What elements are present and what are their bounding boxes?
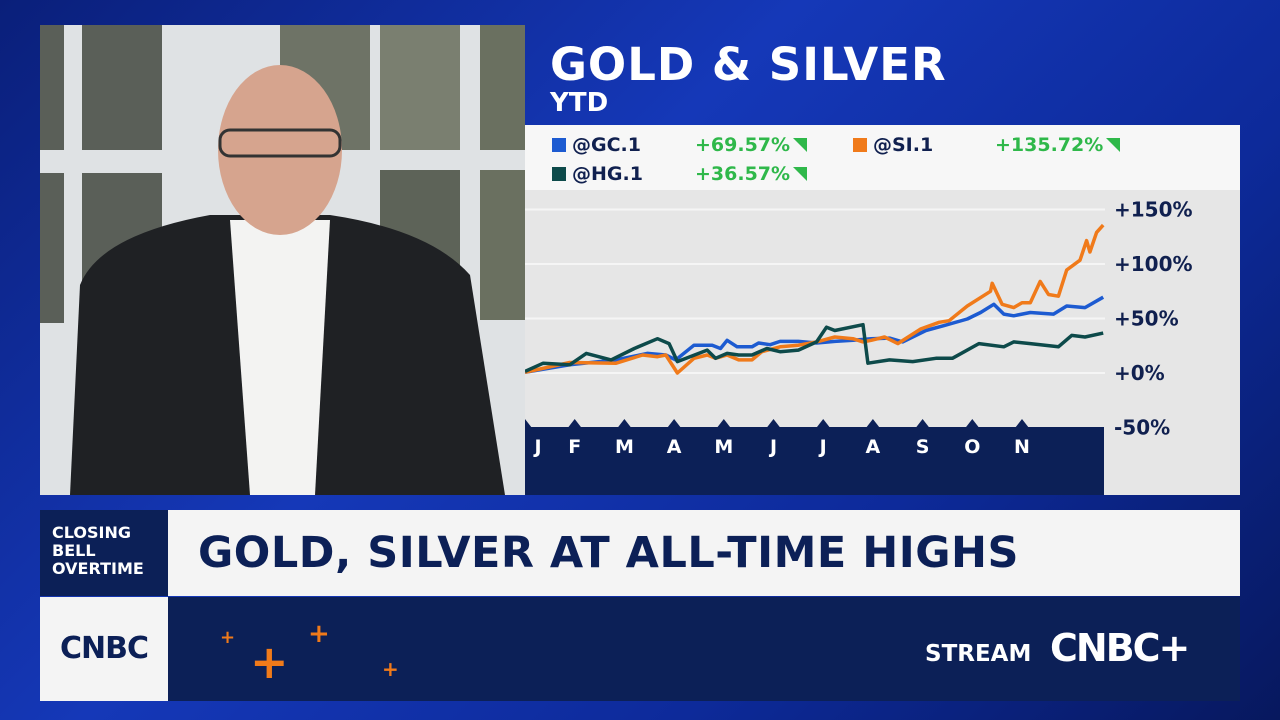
y-tick-label: +50% [1114, 307, 1179, 331]
legend-change-gold: +69.57% [695, 134, 808, 156]
legend-swatch [552, 138, 566, 152]
x-tick-label: O [964, 436, 980, 458]
headline: GOLD, SILVER AT ALL-TIME HIGHS [168, 510, 1240, 596]
legend-change-copper: +36.57% [695, 163, 808, 185]
x-tick-marker [667, 419, 682, 428]
y-tick-label: +100% [1114, 252, 1193, 276]
x-tick-label: S [916, 436, 930, 458]
up-triangle-icon [793, 167, 808, 181]
x-tick-label: M [714, 436, 733, 458]
legend-symbol: @HG.1 [572, 163, 643, 185]
x-tick-marker [816, 419, 831, 428]
change-value: +135.72% [995, 134, 1104, 156]
plus-decoration-icon: + [250, 635, 289, 689]
legend-item-gold: @GC.1 [552, 134, 641, 156]
x-tick-label: F [568, 436, 581, 458]
guest-glasses [218, 128, 342, 158]
show-name-line: BELL [52, 541, 96, 560]
show-name-line: OVERTIME [52, 559, 144, 578]
change-value: +36.57% [695, 163, 791, 185]
change-value: +69.57% [695, 134, 791, 156]
up-triangle-icon [793, 138, 808, 152]
cnbc-logo: CNBC [40, 597, 168, 701]
y-tick-label: -50% [1114, 416, 1170, 440]
x-tick-marker [915, 419, 930, 428]
show-name-line: CLOSING [52, 523, 131, 542]
cnbc-plus-logo: CNBC+ [1050, 626, 1190, 670]
legend-item-silver: @SI.1 [853, 134, 933, 156]
x-tick-label: J [818, 436, 827, 458]
y-tick-label: +150% [1114, 198, 1193, 222]
legend-symbol: @SI.1 [873, 134, 934, 156]
legend-symbol: @GC.1 [572, 134, 641, 156]
legend-swatch [853, 138, 867, 152]
chart-legend: @GC.1 +69.57% @SI.1 +135.72% @HG.1 +36.5… [525, 125, 1240, 190]
guest-shirt [230, 220, 330, 495]
up-triangle-icon [1106, 138, 1121, 152]
series-line-HG1 [525, 322, 1104, 373]
x-tick-label: J [532, 436, 541, 458]
line-chart: +150% +100% +50% +0% -50% J F M A M J J A S O N [525, 190, 1240, 495]
chart-panel: @GC.1 +69.57% @SI.1 +135.72% @HG.1 +36.5… [525, 125, 1240, 495]
legend-change-silver: +135.72% [995, 134, 1121, 156]
series-line-GC1 [525, 295, 1105, 375]
x-tick-marker [1015, 419, 1029, 428]
guest-video-feed [40, 25, 525, 495]
x-tick-label: A [866, 436, 881, 458]
graphic-title: GOLD & SILVER [550, 38, 947, 91]
legend-item-copper: @HG.1 [552, 163, 643, 185]
x-tick-marker [716, 419, 731, 428]
series-line-SI1 [525, 223, 1105, 375]
x-tick-marker [525, 419, 532, 428]
x-tick-label: J [768, 436, 777, 458]
y-tick-label: +0% [1114, 361, 1165, 385]
x-tick-marker [766, 419, 781, 428]
graphic-subtitle: YTD [550, 88, 609, 118]
plus-decoration-icon: + [308, 619, 330, 649]
x-tick-marker [617, 419, 632, 428]
guest-video-image [40, 25, 525, 495]
ticker-bar: + + + + [168, 597, 1240, 701]
x-tick-marker [965, 419, 980, 428]
legend-swatch [552, 167, 566, 181]
x-tick-marker [865, 419, 880, 428]
stream-label: STREAM [925, 641, 1032, 667]
show-name-tag: CLOSING BELL OVERTIME [40, 510, 168, 596]
plus-decoration-icon: + [220, 627, 236, 648]
x-tick-label: N [1014, 436, 1030, 458]
guest-head [218, 65, 342, 235]
x-axis-band [525, 427, 1104, 495]
x-tick-label: A [667, 436, 682, 458]
x-tick-marker [567, 419, 582, 428]
plus-decoration-icon: + [382, 657, 399, 681]
x-tick-label: M [615, 436, 634, 458]
